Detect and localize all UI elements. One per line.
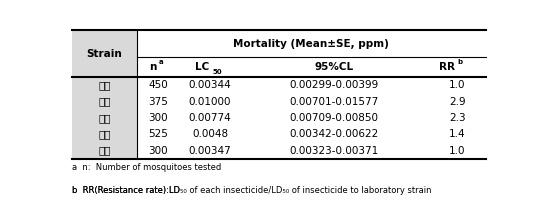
Text: 2.9: 2.9 — [449, 97, 465, 107]
Text: a: a — [159, 59, 164, 65]
Text: 0.00323-0.00371: 0.00323-0.00371 — [289, 146, 379, 156]
Text: 김제: 김제 — [98, 113, 111, 123]
Text: 청주: 청주 — [98, 146, 111, 156]
Text: 0.00342-0.00622: 0.00342-0.00622 — [289, 129, 379, 139]
Text: a  n:  Number of mosquitoes tested: a n: Number of mosquitoes tested — [72, 163, 222, 172]
Text: 0.01000: 0.01000 — [189, 97, 231, 107]
Text: Mortality (Mean±SE, ppm): Mortality (Mean±SE, ppm) — [233, 39, 389, 49]
Text: 0.00299-0.00399: 0.00299-0.00399 — [289, 80, 379, 90]
Text: 1.4: 1.4 — [449, 129, 465, 139]
Text: 0.00701-0.01577: 0.00701-0.01577 — [289, 97, 379, 107]
Text: RR: RR — [439, 62, 455, 72]
Text: LC: LC — [195, 62, 209, 72]
Text: 300: 300 — [148, 113, 168, 123]
Text: 375: 375 — [148, 97, 168, 107]
Text: 450: 450 — [148, 80, 168, 90]
Text: 1.0: 1.0 — [449, 146, 465, 156]
Text: 2.3: 2.3 — [449, 113, 465, 123]
Text: Strain: Strain — [87, 49, 122, 59]
Text: 0.0048: 0.0048 — [192, 129, 228, 139]
Text: b: b — [457, 59, 462, 65]
Text: n: n — [149, 62, 156, 72]
Text: 300: 300 — [148, 146, 168, 156]
Bar — [136, 77, 486, 159]
Text: 공주: 공주 — [98, 97, 111, 107]
Text: b  RR(Resistance rate):LD₅₀ of each insecticide/LD₅₀ of insecticide to laborator: b RR(Resistance rate):LD₅₀ of each insec… — [72, 186, 432, 195]
Text: 0.00344: 0.00344 — [189, 80, 232, 90]
Text: 525: 525 — [148, 129, 168, 139]
Text: 0.00774: 0.00774 — [189, 113, 232, 123]
Bar — [136, 30, 486, 57]
Text: 실내: 실내 — [98, 80, 111, 90]
Text: b  RR(Resistance rate):LD: b RR(Resistance rate):LD — [72, 186, 180, 195]
Bar — [136, 57, 486, 77]
Text: 1.0: 1.0 — [449, 80, 465, 90]
Bar — [72, 30, 136, 159]
Text: 50: 50 — [212, 69, 222, 75]
Text: 95%CL: 95%CL — [314, 62, 354, 72]
Text: 0.00709-0.00850: 0.00709-0.00850 — [289, 113, 379, 123]
Text: 여주: 여주 — [98, 129, 111, 139]
Text: 0.00347: 0.00347 — [189, 146, 232, 156]
